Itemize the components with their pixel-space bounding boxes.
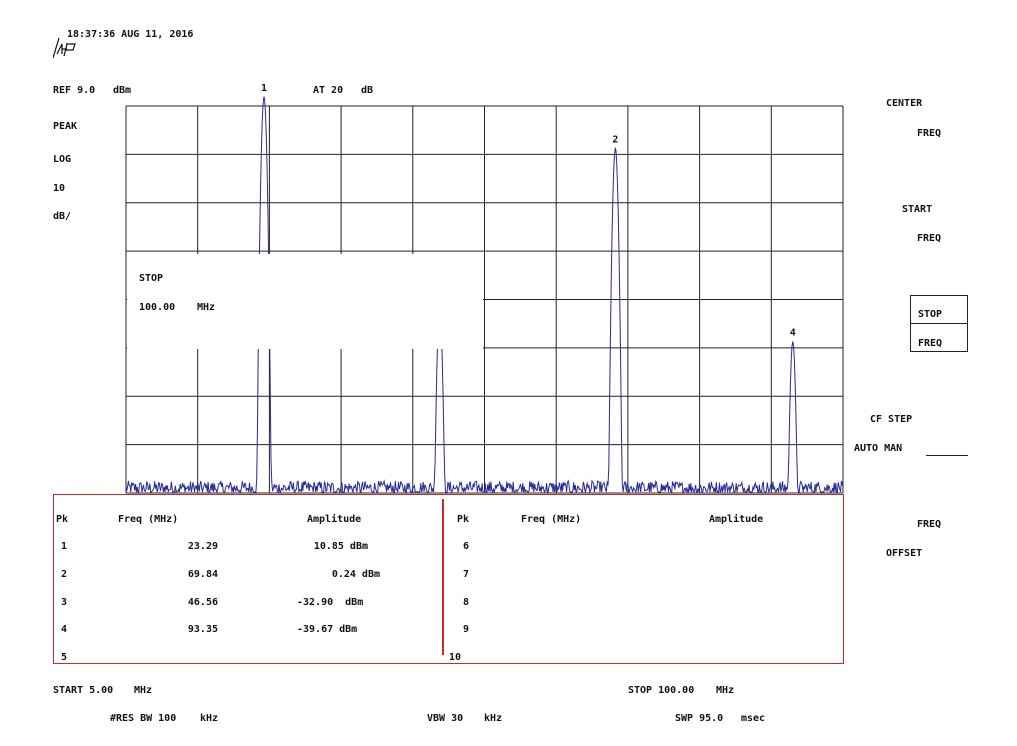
peak-row-pk: 8	[463, 597, 470, 608]
header-pk-right: Pk	[457, 514, 470, 525]
overlay-stop-unit: MHz	[197, 302, 216, 313]
softkey-center[interactable]: CENTER	[886, 98, 923, 109]
attenuation: AT 20	[313, 85, 344, 96]
spectrum-trace	[125, 95, 844, 494]
softkey-start[interactable]: START	[902, 204, 933, 215]
softkey-stop-freq-button[interactable]	[910, 295, 968, 352]
cf-step-value-line	[926, 455, 968, 456]
header-freq-left: Freq (MHz)	[118, 514, 179, 525]
peak-row-pk: 6	[463, 541, 470, 552]
peak-row-amp: -32.90 dBm	[297, 597, 364, 608]
peak-row-freq: 23.29	[187, 541, 218, 552]
video-bandwidth: VBW 30	[427, 713, 464, 724]
peak-row-amp: 10.85 dBm	[313, 541, 368, 552]
peak-row-amp: 0.24 dBm	[331, 569, 380, 580]
peak-table-divider	[442, 499, 444, 655]
peak-row-pk: 4	[61, 624, 68, 635]
hp-logo-icon	[53, 37, 76, 59]
stop-freq-unit: MHz	[716, 685, 735, 696]
marker-label: 1	[261, 83, 267, 94]
peak-row-freq: 69.84	[187, 569, 218, 580]
marker-label: 2	[612, 134, 618, 145]
softkey-freq[interactable]: FREQ	[917, 519, 942, 530]
scale-type: LOG	[53, 154, 72, 165]
peak-row-pk: 7	[463, 569, 470, 580]
stop-entry-overlay	[127, 254, 483, 349]
start-freq: START 5.00	[53, 685, 114, 696]
video-bandwidth-unit: kHz	[484, 713, 503, 724]
peak-row-freq: 46.56	[187, 597, 218, 608]
softkey-cf-step[interactable]: CF STEP	[870, 414, 913, 425]
softkey-auto-man[interactable]: AUTO MAN	[854, 443, 903, 454]
peak-row-amp: -39.67 dBm	[297, 624, 358, 635]
ref-level: REF 9.0	[53, 85, 96, 96]
peak-table-bg	[54, 495, 843, 663]
start-freq-unit: MHz	[134, 685, 153, 696]
header-pk-left: Pk	[56, 514, 69, 525]
softkey-center-freq[interactable]: FREQ	[917, 128, 942, 139]
softkey-stop-freq[interactable]: FREQ	[918, 338, 943, 349]
attenuation-unit: dB	[361, 85, 374, 96]
softkey-offset[interactable]: OFFSET	[886, 548, 923, 559]
sweep-time: SWP 95.0	[675, 713, 724, 724]
softkey-start-freq[interactable]: FREQ	[917, 233, 942, 244]
softkey-stop[interactable]: STOP	[918, 309, 943, 320]
resolution-bandwidth-unit: kHz	[200, 713, 219, 724]
scale-value: 10	[53, 183, 66, 194]
timestamp: 18:37:36 AUG 11, 2016	[67, 29, 194, 40]
scale-unit: dB/	[53, 211, 72, 222]
marker-label: 4	[790, 327, 796, 338]
detector-mode: PEAK	[53, 121, 78, 132]
resolution-bandwidth: #RES BW 100	[110, 713, 177, 724]
peak-row-freq: 93.35	[187, 624, 218, 635]
header-amp-left: Amplitude	[307, 514, 362, 525]
peak-row-pk: 9	[463, 624, 470, 635]
overlay-stop-value: 100.00	[139, 302, 176, 313]
peak-row-pk: 10	[449, 652, 462, 663]
header-freq-right: Freq (MHz)	[521, 514, 582, 525]
peak-row-pk: 2	[61, 569, 68, 580]
peak-row-pk: 3	[61, 597, 68, 608]
peak-row-pk: 1	[61, 541, 68, 552]
stop-freq: STOP 100.00	[628, 685, 695, 696]
peak-row-pk: 5	[61, 652, 68, 663]
ref-level-unit: dBm	[113, 85, 132, 96]
softkey-divider	[911, 323, 967, 324]
sweep-time-unit: msec	[741, 713, 766, 724]
peak-table	[53, 494, 844, 664]
trace-group	[125, 95, 844, 494]
header-amp-right: Amplitude	[709, 514, 764, 525]
overlay-stop-label: STOP	[139, 273, 164, 284]
